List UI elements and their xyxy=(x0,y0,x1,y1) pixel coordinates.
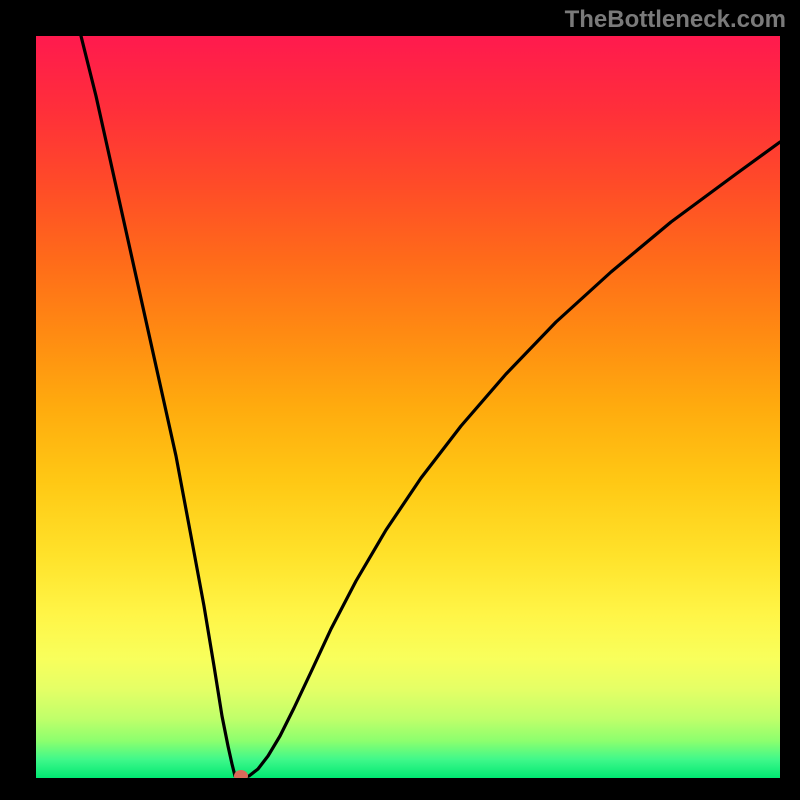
curve-path xyxy=(80,36,780,778)
watermark: TheBottleneck.com xyxy=(565,6,786,34)
minimum-marker xyxy=(234,770,248,778)
watermark-text: TheBottleneck.com xyxy=(565,6,786,33)
bottleneck-curve xyxy=(36,36,780,778)
plot-area xyxy=(36,36,780,778)
